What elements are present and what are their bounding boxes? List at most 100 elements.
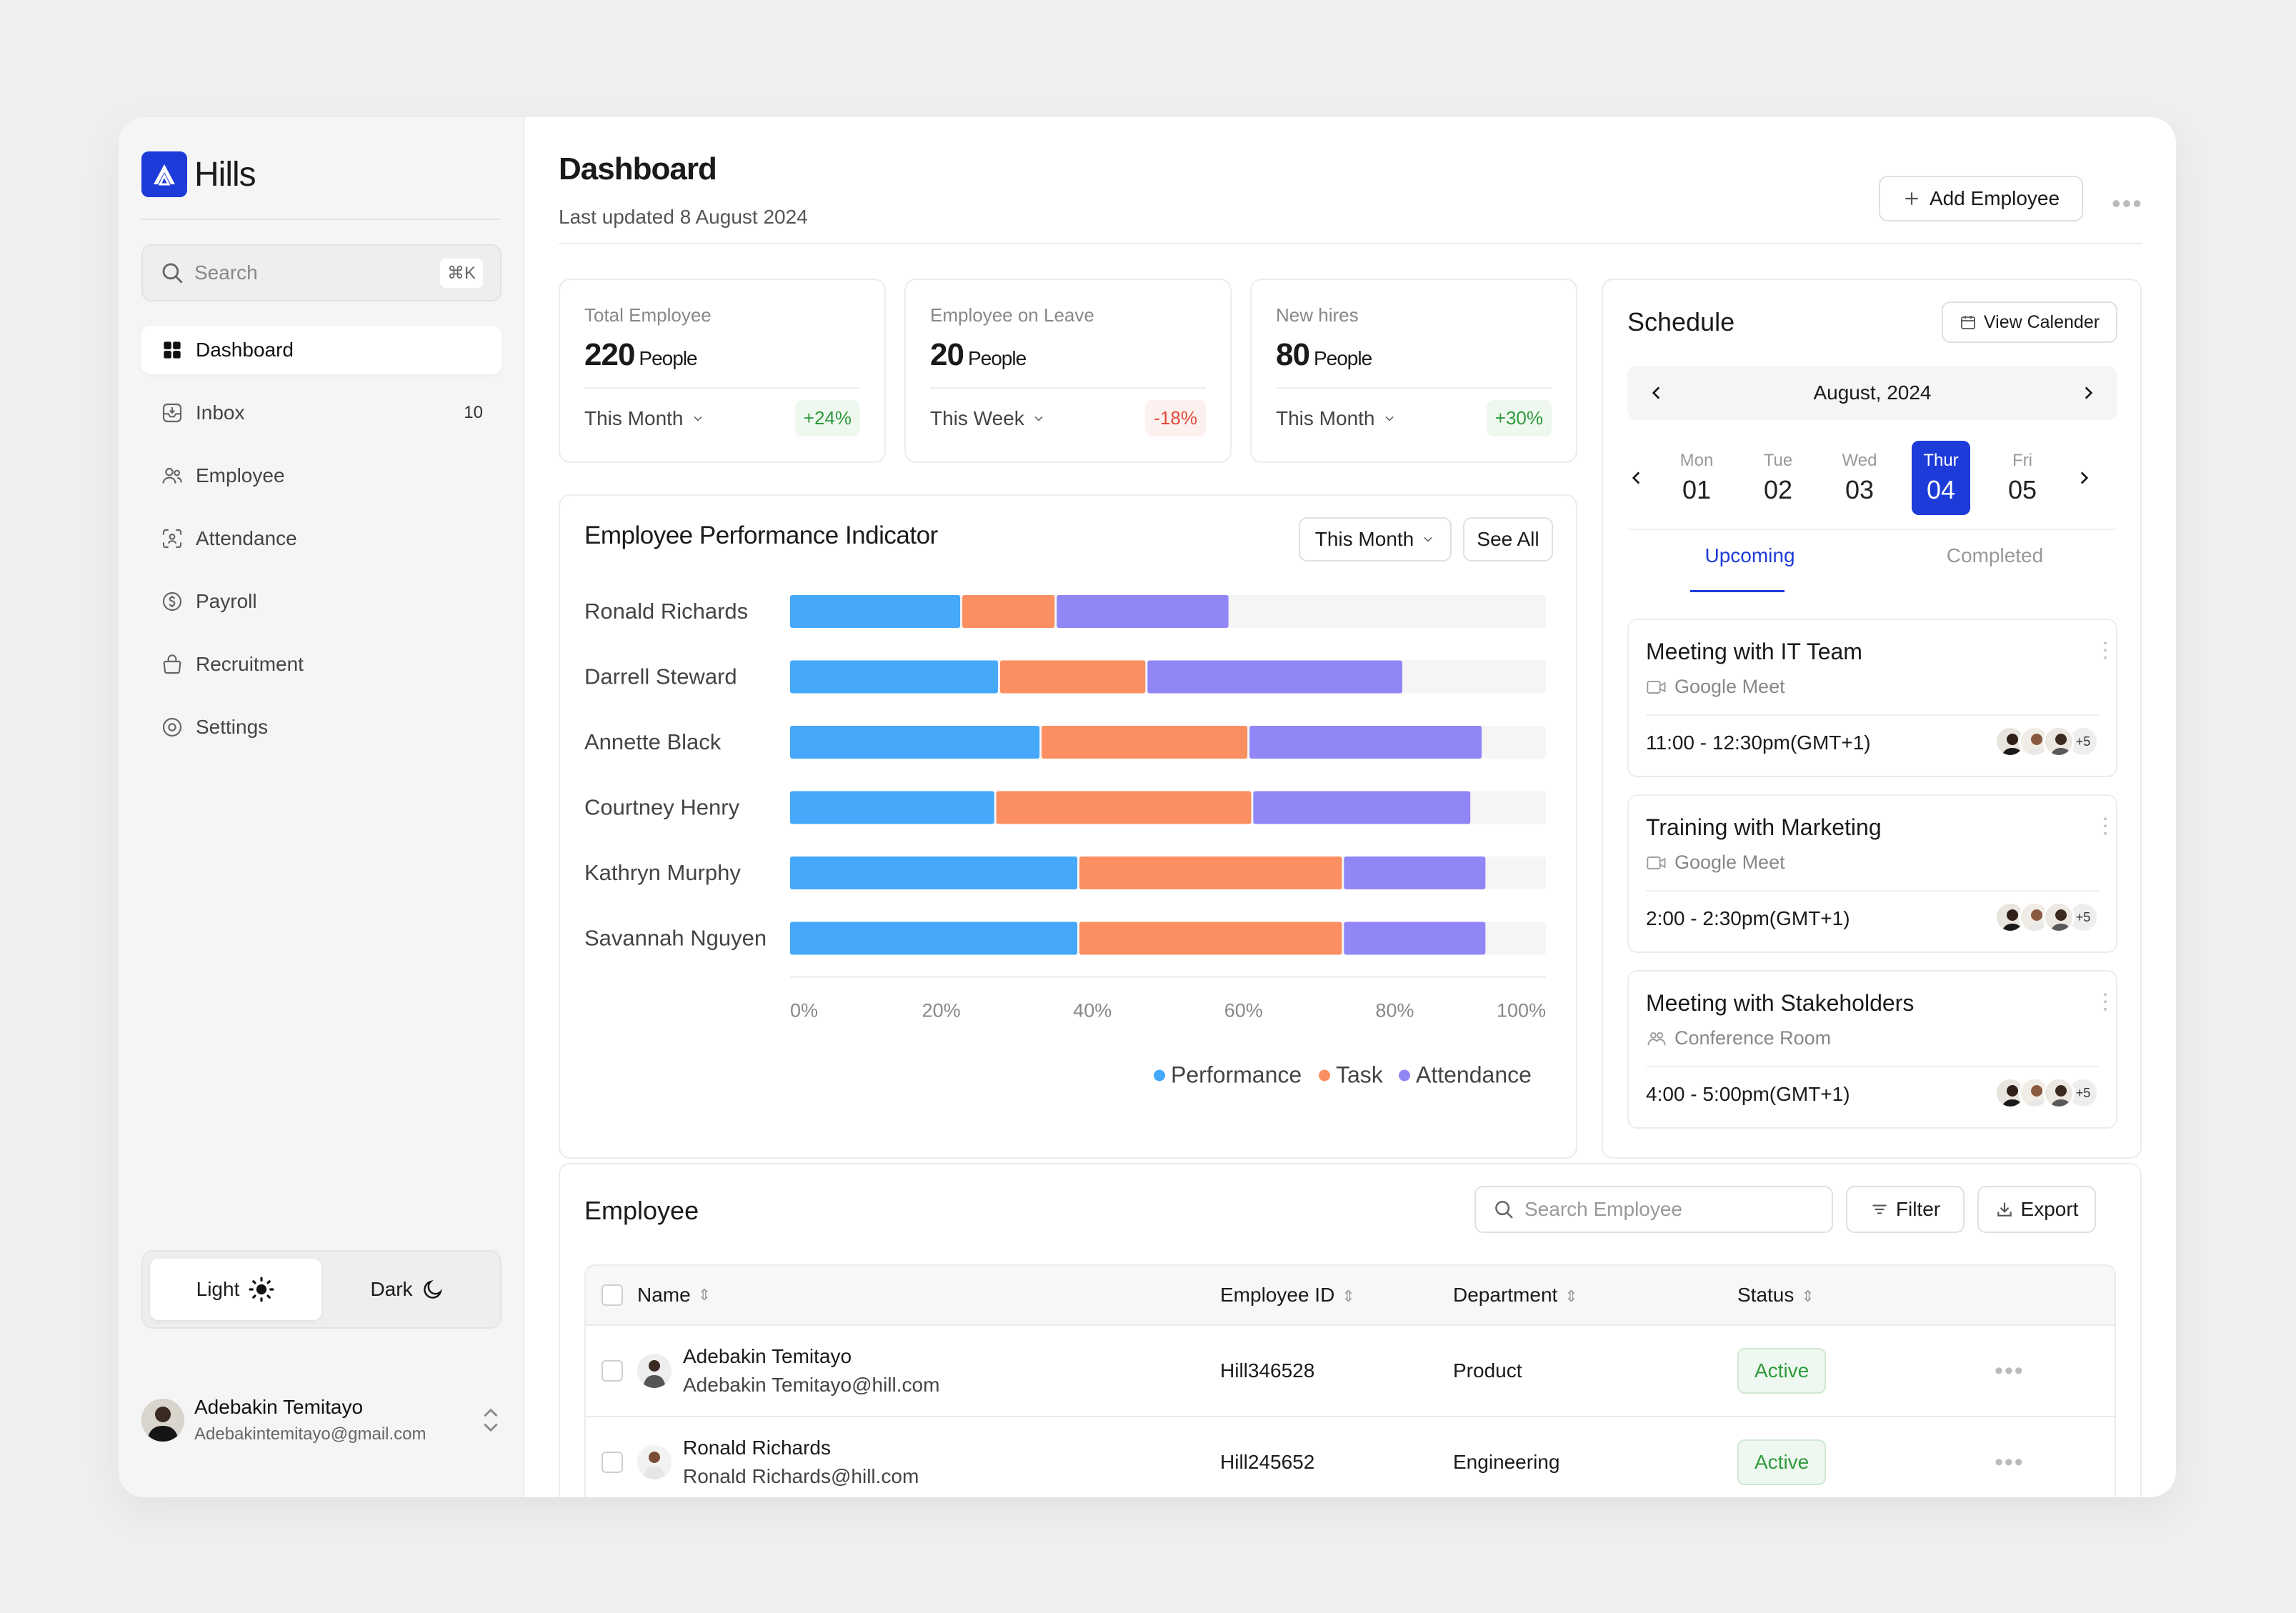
chevron-right-icon[interactable] xyxy=(2075,469,2093,487)
light-label: Light xyxy=(196,1278,240,1300)
stat-value: 80 xyxy=(1276,337,1310,372)
category-label: Annette Black xyxy=(584,729,722,754)
see-all-button[interactable]: See All xyxy=(1463,517,1553,561)
sidebar-item-recruitment[interactable]: Recruitment xyxy=(141,640,501,689)
bar-task xyxy=(1079,857,1342,889)
bar-attendance xyxy=(1057,595,1229,628)
logo[interactable]: Hills xyxy=(141,151,256,197)
bar-performance xyxy=(790,660,998,694)
legend-label: Performance xyxy=(1171,1062,1302,1088)
period-dropdown[interactable]: This Month xyxy=(1299,517,1452,561)
day-date: 03 xyxy=(1845,475,1875,504)
sidebar: Hills Search ⌘K Dashboard Inbox 10 Emplo… xyxy=(119,117,524,1497)
user-profile[interactable]: Adebakin Temitayo Adebakintemitayo@gmail… xyxy=(141,1396,501,1444)
category-label: Courtney Henry xyxy=(584,795,740,820)
sidebar-item-inbox[interactable]: Inbox 10 xyxy=(141,389,501,437)
column-department[interactable]: Department ⇕ xyxy=(1453,1284,1737,1307)
video-icon xyxy=(1647,680,1666,694)
period-dropdown[interactable]: This Week xyxy=(930,407,1046,430)
sidebar-item-dashboard[interactable]: Dashboard xyxy=(141,326,501,374)
avatar xyxy=(637,1354,672,1388)
light-theme-button[interactable]: Light xyxy=(150,1259,321,1320)
period-dropdown[interactable]: This Month xyxy=(1276,407,1397,430)
sidebar-item-attendance[interactable]: Attendance xyxy=(141,514,501,563)
stat-divider xyxy=(930,387,1206,389)
chevron-up-down-icon[interactable] xyxy=(480,1406,501,1434)
tab-completed[interactable]: Completed xyxy=(1946,544,2044,566)
column-employee-id[interactable]: Employee ID ⇕ xyxy=(1220,1284,1453,1307)
chevron-right-icon[interactable] xyxy=(2079,384,2097,402)
employee-email: Adebakin Temitayo@hill.com xyxy=(683,1374,940,1396)
kebab-menu-icon[interactable]: ⋮ xyxy=(2095,639,2116,662)
chevron-left-icon[interactable] xyxy=(1647,384,1666,402)
kebab-menu-icon[interactable]: ⋮ xyxy=(2095,990,2116,1014)
bar-attendance xyxy=(1344,857,1486,889)
export-label: Export xyxy=(2020,1198,2079,1220)
event-location: Google Meet xyxy=(1646,676,1785,698)
export-button[interactable]: Export xyxy=(1977,1186,2096,1233)
period-label: This Week xyxy=(930,407,1024,429)
stat-divider xyxy=(1276,387,1552,389)
stat-label: New hires xyxy=(1276,304,1359,326)
day-thur[interactable]: Thur 04 xyxy=(1912,441,1970,515)
sidebar-item-payroll[interactable]: Payroll xyxy=(141,577,501,626)
sidebar-item-label: Payroll xyxy=(196,590,257,612)
event-card[interactable]: Meeting with IT Team Google Meet ⋮ 11:00… xyxy=(1627,619,2117,777)
video-icon xyxy=(1647,856,1666,869)
table-row[interactable]: Ronald Richards Ronald Richards@hill.com… xyxy=(586,1417,2115,1497)
day-wed[interactable]: Wed 03 xyxy=(1830,441,1889,515)
event-divider xyxy=(1646,1066,2099,1067)
page-title: Dashboard xyxy=(559,151,717,186)
stat-unit: People xyxy=(639,347,697,369)
view-calendar-button[interactable]: View Calender xyxy=(1942,301,2117,343)
category-label: Darrell Steward xyxy=(584,664,737,689)
column-name[interactable]: Name ⇕ xyxy=(637,1284,1220,1307)
performance-chart-card: Employee Performance Indicator This Mont… xyxy=(559,494,1577,1159)
event-card[interactable]: Meeting with Stakeholders Conference Roo… xyxy=(1627,970,2117,1129)
table-row[interactable]: Adebakin Temitayo Adebakin Temitayo@hill… xyxy=(586,1326,2115,1417)
event-time: 11:00 - 12:30pm(GMT+1) xyxy=(1646,731,1871,754)
period-dropdown[interactable]: This Month xyxy=(584,407,705,430)
employee-search-input[interactable]: Search Employee xyxy=(1474,1186,1833,1233)
day-name: Wed xyxy=(1842,451,1877,470)
stat-card-new-hires: New hires 80 People This Month +30% xyxy=(1250,279,1577,463)
stat-unit: People xyxy=(1313,347,1372,369)
add-employee-button[interactable]: Add Employee xyxy=(1879,176,2083,221)
day-name: Thur xyxy=(1923,451,1959,470)
select-all-checkbox[interactable] xyxy=(602,1284,623,1306)
header-divider xyxy=(559,243,2142,244)
more-options-icon[interactable]: ••• xyxy=(2112,189,2143,218)
bar-task xyxy=(996,791,1252,824)
day-tue[interactable]: Tue 02 xyxy=(1749,441,1807,515)
employee-section-title: Employee xyxy=(584,1196,699,1225)
sidebar-item-employee[interactable]: Employee xyxy=(141,451,501,500)
tab-upcoming[interactable]: Upcoming xyxy=(1704,544,1795,566)
attendee-avatars: +5 xyxy=(1995,726,2099,757)
column-status[interactable]: Status ⇕ xyxy=(1737,1284,1995,1307)
row-checkbox[interactable] xyxy=(602,1360,623,1382)
row-actions-icon[interactable]: ••• xyxy=(1995,1357,2025,1384)
sidebar-search[interactable]: Search ⌘K xyxy=(141,244,501,301)
chevron-left-icon[interactable] xyxy=(1627,469,1646,487)
row-checkbox[interactable] xyxy=(602,1452,623,1473)
calendar-icon xyxy=(1961,316,1975,329)
day-mon[interactable]: Mon 01 xyxy=(1667,441,1726,515)
sort-icon: ⇕ xyxy=(1564,1287,1578,1305)
stat-unit: People xyxy=(967,347,1027,369)
sidebar-item-settings[interactable]: Settings xyxy=(141,703,501,751)
event-location: Conference Room xyxy=(1646,1027,1831,1049)
event-divider xyxy=(1646,890,2099,892)
event-card[interactable]: Training with Marketing Google Meet ⋮ 2:… xyxy=(1627,794,2117,953)
kebab-menu-icon[interactable]: ⋮ xyxy=(2095,814,2116,838)
attendee-avatars: +5 xyxy=(1995,902,2099,933)
row-actions-icon[interactable]: ••• xyxy=(1995,1448,2025,1476)
dark-theme-button[interactable]: Dark xyxy=(321,1259,493,1320)
x-tick-label: 100% xyxy=(1497,1000,1546,1022)
event-time: 4:00 - 5:00pm(GMT+1) xyxy=(1646,1083,1850,1105)
day-fri[interactable]: Fri 05 xyxy=(1993,441,2052,515)
sidebar-item-label: Attendance xyxy=(196,527,297,549)
grid-icon xyxy=(160,338,184,362)
sidebar-item-label: Settings xyxy=(196,716,269,738)
sun-icon xyxy=(249,1277,274,1302)
filter-button[interactable]: Filter xyxy=(1846,1186,1965,1233)
